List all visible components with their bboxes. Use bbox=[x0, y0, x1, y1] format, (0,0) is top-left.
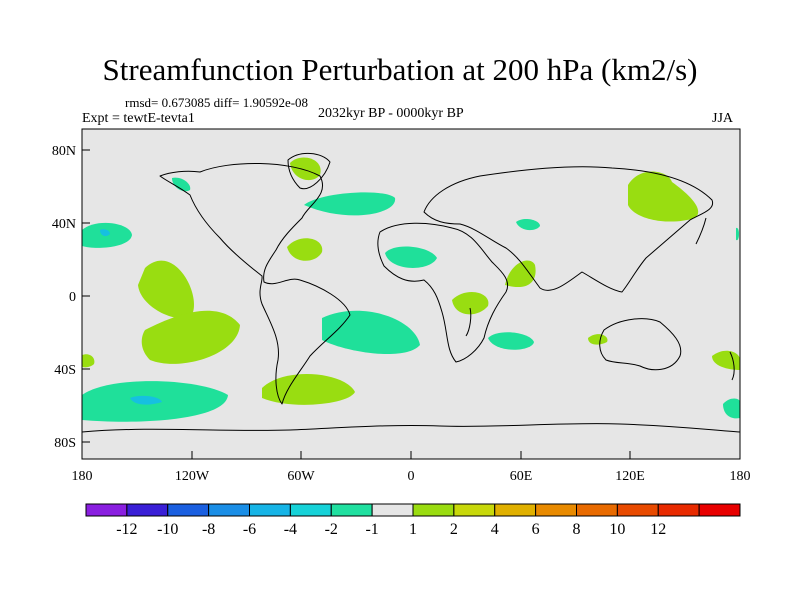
coastlines bbox=[81, 153, 741, 433]
colorbar bbox=[85, 503, 741, 517]
lon-tick-label: 120E bbox=[615, 469, 645, 484]
lon-tick-label: 60W bbox=[287, 469, 315, 484]
positive-anomaly-blob bbox=[82, 354, 95, 368]
negative-anomaly-blob bbox=[488, 332, 534, 350]
negative-anomaly-blob bbox=[723, 398, 740, 419]
period-label: 2032kyr BP - 0000kyr BP bbox=[318, 106, 464, 121]
madagascar-coastline bbox=[465, 307, 472, 337]
colorbar-swatch bbox=[126, 503, 169, 517]
colorbar-tick-label: 12 bbox=[650, 521, 666, 538]
colorbar-tick-label: 1 bbox=[409, 521, 417, 538]
new-zealand-coastline bbox=[729, 351, 735, 381]
colorbar-swatch bbox=[85, 503, 128, 517]
lon-tick-label: 120W bbox=[175, 469, 210, 484]
lat-tick-label: 80N bbox=[52, 144, 76, 159]
colorbar-swatch bbox=[453, 503, 496, 517]
positive-anomaly-blob bbox=[628, 171, 699, 222]
positive-anomaly-blob bbox=[712, 350, 740, 370]
lat-tick-label: 80S bbox=[54, 436, 76, 451]
positive-anomaly-blob bbox=[588, 334, 608, 345]
colorbar-tick-label: -10 bbox=[157, 521, 178, 538]
colorbar-tick-label: 4 bbox=[491, 521, 499, 538]
positive-anomaly-blob bbox=[141, 310, 240, 364]
colorbar-swatch bbox=[616, 503, 659, 517]
negative-core-blob bbox=[100, 229, 110, 237]
lon-tick-label: 180 bbox=[72, 469, 93, 484]
lon-tick-label: 180 bbox=[730, 469, 751, 484]
negative-anomaly-blob bbox=[172, 177, 191, 192]
australia-coastline bbox=[599, 318, 682, 371]
greenland-coastline bbox=[287, 153, 331, 190]
positive-anomaly-blob bbox=[138, 260, 194, 319]
colorbar-swatch bbox=[698, 503, 741, 517]
colorbar-swatch bbox=[576, 503, 618, 517]
africa-coastline bbox=[377, 222, 508, 363]
negative-anomaly-blob bbox=[516, 219, 540, 231]
positive-anomaly-blob bbox=[452, 292, 489, 315]
positive-anomaly-regions bbox=[82, 157, 740, 405]
colorbar-tick-label: 2 bbox=[450, 521, 458, 538]
colorbar-tick-label: -6 bbox=[243, 521, 256, 538]
americas-coastline bbox=[159, 163, 351, 405]
season-label: JJA bbox=[712, 111, 734, 126]
lon-tick-label: 60E bbox=[510, 469, 533, 484]
positive-anomaly-blob bbox=[290, 157, 321, 181]
positive-anomaly-blob bbox=[287, 238, 323, 261]
antarctica-coastline bbox=[81, 423, 741, 433]
colorbar-tick-label: -2 bbox=[325, 521, 338, 538]
positive-anomaly-blob bbox=[262, 374, 355, 405]
stats-label: rmsd= 0.673085 diff= 1.90592e-08 bbox=[125, 95, 309, 110]
negative-anomaly-blob bbox=[385, 246, 437, 268]
negative-core-blob bbox=[130, 395, 162, 405]
positive-anomaly-blob bbox=[505, 260, 536, 288]
colorbar-tick-label: -4 bbox=[284, 521, 297, 538]
colorbar-tick-label: -1 bbox=[365, 521, 378, 538]
eurasia-coastline bbox=[423, 166, 714, 293]
colorbar-swatch bbox=[330, 503, 373, 517]
lat-tick-label: 0 bbox=[69, 290, 76, 305]
colorbar-swatch bbox=[208, 503, 250, 517]
lon-tick-label: 0 bbox=[408, 469, 415, 484]
colorbar-tick-label: 10 bbox=[609, 521, 625, 538]
colorbar-tick-label: 6 bbox=[532, 521, 540, 538]
negative-anomaly-blob bbox=[322, 310, 420, 355]
chart-title: Streamfunction Perturbation at 200 hPa (… bbox=[102, 52, 698, 87]
negative-anomaly-blob bbox=[304, 192, 396, 216]
colorbar-swatch bbox=[535, 503, 577, 517]
lat-tick-label: 40S bbox=[54, 363, 76, 378]
colorbar-swatch bbox=[167, 503, 210, 517]
colorbar-swatch bbox=[494, 503, 537, 517]
japan-coastline bbox=[695, 217, 707, 245]
colorbar-labels: -12 -10 -8 -6 -4 -2 -1 1 2 4 6 8 10 12 bbox=[116, 521, 666, 538]
colorbar-tick-label: -8 bbox=[202, 521, 215, 538]
negative-anomaly-blob bbox=[736, 227, 739, 241]
colorbar-swatch bbox=[657, 503, 700, 517]
colorbar-tick-label: -12 bbox=[116, 521, 137, 538]
lon-tick-labels: 180 120W 60W 0 60E 120E 180 bbox=[72, 469, 751, 484]
colorbar-swatch bbox=[249, 503, 291, 517]
lat-tick-labels: 80N 40N 0 40S 80S bbox=[52, 144, 76, 451]
colorbar-swatch bbox=[289, 503, 332, 517]
experiment-label: Expt = tewtE-tevta1 bbox=[82, 111, 195, 126]
axis-ticks bbox=[81, 149, 741, 459]
colorbar-swatch bbox=[412, 503, 455, 517]
colorbar-swatch bbox=[371, 503, 414, 517]
lat-tick-label: 40N bbox=[52, 217, 76, 232]
colorbar-tick-label: 8 bbox=[573, 521, 581, 538]
negative-core-regions bbox=[100, 229, 162, 405]
